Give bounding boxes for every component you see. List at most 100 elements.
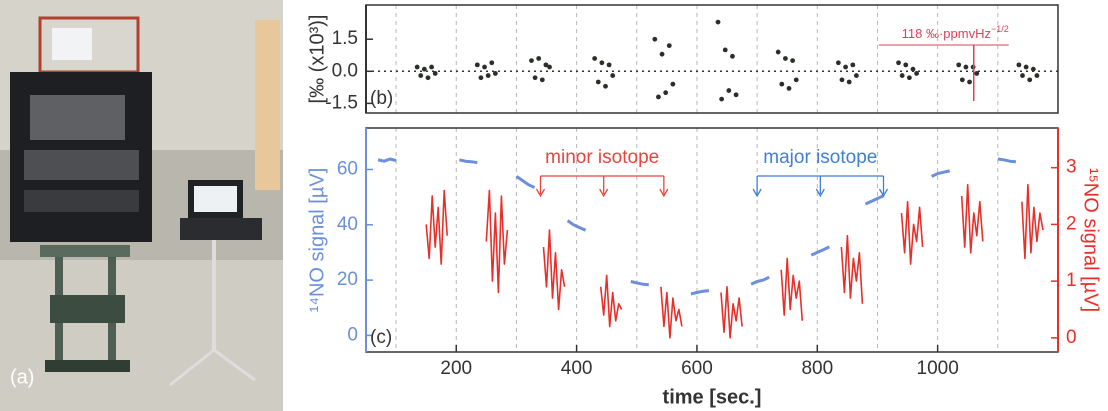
panel-label: (c) xyxy=(370,327,392,348)
y-tick-label: 0 xyxy=(347,324,358,345)
y2-tick-label: 1 xyxy=(1066,270,1077,291)
y-tick-label: 0.0 xyxy=(332,60,358,81)
data-point xyxy=(910,66,916,72)
panel-label: (b) xyxy=(370,88,393,109)
data-point xyxy=(474,62,480,68)
data-point xyxy=(610,73,616,78)
annotation-superscript: −1/2 xyxy=(991,24,1009,34)
data-point xyxy=(652,36,658,42)
data-point xyxy=(719,96,725,102)
annotation-text: 118 ‰·ppmvHz xyxy=(902,26,991,41)
data-point xyxy=(666,43,672,49)
data-point xyxy=(726,88,732,93)
photo-cart-base xyxy=(45,360,130,372)
plot-frame xyxy=(365,4,1059,114)
data-point xyxy=(603,83,608,89)
x-tick-label: 200 xyxy=(440,358,472,379)
data-point xyxy=(670,81,676,87)
y-tick-label: -1.5 xyxy=(325,92,358,113)
data-point xyxy=(1027,77,1033,83)
data-point xyxy=(956,62,962,68)
data-point xyxy=(532,75,538,81)
data-point xyxy=(482,64,487,70)
photo-wall xyxy=(255,20,280,190)
photo-floor xyxy=(0,260,283,411)
data-point xyxy=(896,60,901,66)
annotation: major isotope xyxy=(763,147,877,168)
photo-rack-module xyxy=(24,150,139,180)
data-point xyxy=(974,71,980,76)
data-point xyxy=(914,71,919,76)
annotation-arrowhead xyxy=(878,188,889,198)
annotation-arrowhead xyxy=(535,188,546,198)
y-tick-label: 20 xyxy=(337,269,358,290)
data-point xyxy=(903,62,909,68)
data-point xyxy=(659,51,665,57)
x-tick-label: 400 xyxy=(561,358,593,379)
data-point xyxy=(843,64,848,70)
data-point xyxy=(536,56,542,61)
data-point xyxy=(421,66,427,72)
data-point xyxy=(959,77,965,83)
data-point xyxy=(543,62,549,68)
photo-screen xyxy=(52,28,92,60)
data-point xyxy=(790,58,796,64)
data-point xyxy=(793,77,799,83)
photo-tripod xyxy=(169,348,215,387)
data-point xyxy=(592,56,598,61)
photo-rack-module xyxy=(30,95,125,140)
data-point xyxy=(1030,66,1036,72)
y-axis-label: [‰ (x10³)] xyxy=(306,15,328,104)
photo-rack-module xyxy=(24,190,139,212)
data-point xyxy=(783,56,788,61)
x-tick-label: 800 xyxy=(801,358,833,379)
annotation-arrowhead xyxy=(815,188,825,198)
data-point xyxy=(656,94,661,100)
data-point xyxy=(779,81,785,87)
panel-label: (a) xyxy=(10,366,34,388)
data-point xyxy=(492,71,498,76)
y2-tick-label: 3 xyxy=(1066,157,1077,178)
data-line xyxy=(425,183,1044,339)
data-point xyxy=(786,86,792,91)
data-point xyxy=(730,53,735,59)
y-axis-label: ¹⁴NO signal [µV] xyxy=(306,168,328,313)
data-point xyxy=(595,79,601,85)
data-point xyxy=(489,60,495,66)
y2-axis-label: ¹⁵NO signal [µV] xyxy=(1080,168,1102,312)
annotation: 118 ‰·ppmvHz−1/2 xyxy=(902,24,1009,41)
data-point xyxy=(715,19,721,25)
data-point xyxy=(485,73,491,78)
data-point xyxy=(850,62,856,68)
annotation: minor isotope xyxy=(545,147,659,168)
data-point xyxy=(529,58,534,64)
data-line xyxy=(377,157,1017,296)
photo: (a) xyxy=(0,0,283,411)
data-point xyxy=(418,73,424,78)
photo-laptop-display xyxy=(194,186,237,212)
data-point xyxy=(967,79,972,85)
y2-tick-label: 0 xyxy=(1066,327,1077,348)
photo-cart xyxy=(50,295,125,323)
data-point xyxy=(963,64,969,70)
data-point xyxy=(1034,73,1040,78)
data-point xyxy=(425,75,431,81)
y-tick-label: 1.5 xyxy=(332,28,358,49)
data-point xyxy=(606,62,612,68)
y-tick-label: 60 xyxy=(337,158,358,179)
x-tick-label: 600 xyxy=(681,358,713,379)
annotation-arrowhead xyxy=(599,188,609,198)
photo-table xyxy=(40,245,130,257)
data-point xyxy=(854,73,859,78)
data-point xyxy=(1016,62,1022,68)
data-point xyxy=(835,60,841,66)
data-point xyxy=(899,73,905,78)
x-axis-label: time [sec.] xyxy=(663,386,762,408)
data-point xyxy=(846,79,852,85)
data-point xyxy=(775,49,781,55)
data-point xyxy=(547,64,552,70)
data-point xyxy=(663,90,669,96)
data-point xyxy=(839,77,845,83)
data-point xyxy=(432,71,438,76)
annotation-arrowhead xyxy=(752,188,762,198)
